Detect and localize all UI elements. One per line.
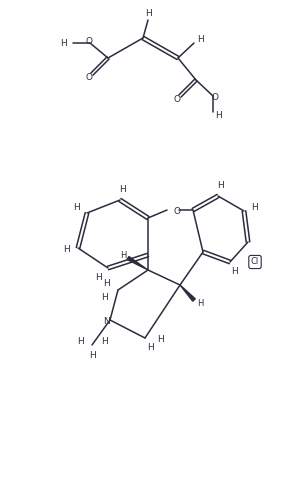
Polygon shape [180,285,195,301]
Text: H: H [197,299,203,307]
Text: H: H [216,111,222,119]
Text: H: H [218,182,224,190]
Text: H: H [73,204,79,212]
Text: H: H [158,336,164,344]
Text: H: H [96,274,102,282]
Text: O: O [86,37,93,46]
Text: H: H [147,343,153,353]
Text: H: H [101,293,107,301]
Text: H: H [198,36,204,44]
Text: H: H [120,251,126,261]
Text: H: H [101,337,107,346]
Text: H: H [120,186,126,194]
Text: N: N [104,318,110,326]
Text: O: O [212,93,219,101]
Text: O: O [173,206,180,216]
Text: H: H [77,337,84,346]
Text: H: H [251,204,257,212]
Text: H: H [89,352,95,360]
Text: H: H [60,38,67,48]
Text: O: O [86,74,93,82]
Text: H: H [63,244,69,254]
Text: Cl: Cl [251,258,259,266]
Text: H: H [231,267,237,277]
Text: H: H [103,280,109,288]
Text: H: H [146,8,152,18]
Text: O: O [173,95,180,105]
Polygon shape [127,257,148,270]
